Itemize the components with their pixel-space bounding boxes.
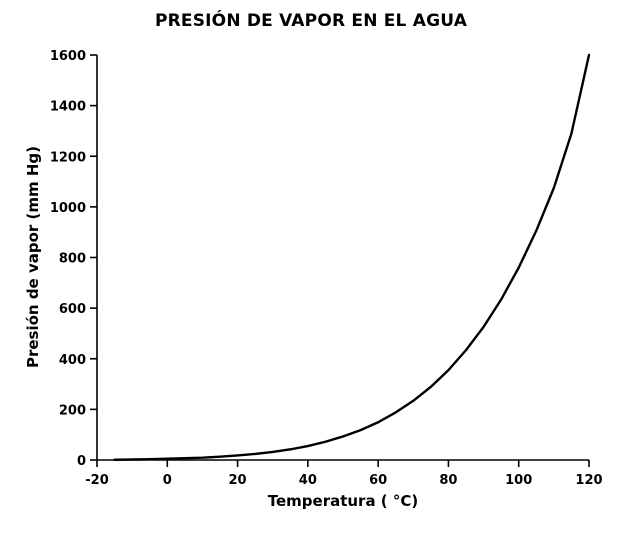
- y-tick-label: 400: [59, 353, 86, 368]
- x-tick-label: 20: [229, 473, 247, 488]
- x-tick-label: -20: [85, 473, 109, 488]
- x-tick-label: 100: [505, 473, 532, 488]
- axes: [96, 55, 589, 461]
- x-tick-label: 120: [575, 473, 602, 488]
- y-tick-label: 1400: [50, 100, 86, 115]
- y-tick-label: 600: [59, 302, 86, 317]
- chart-title: PRESIÓN DE VAPOR EN EL AGUA: [154, 11, 468, 31]
- x-tick-label: 0: [163, 473, 172, 488]
- x-axis-label: Temperatura ( °C): [267, 492, 419, 510]
- y-tick-label: 1200: [50, 150, 86, 165]
- y-tick-label: 1600: [50, 49, 86, 64]
- y-tick-label: 1000: [50, 201, 86, 216]
- y-tick-label: 0: [77, 454, 86, 469]
- x-tick-label: 40: [299, 473, 317, 488]
- vapor-pressure-curve: [113, 53, 591, 461]
- x-tick-label: 60: [369, 473, 387, 488]
- x-tick-label: 80: [439, 473, 457, 488]
- y-tick-label: 800: [59, 252, 86, 267]
- y-tick-label: 200: [59, 403, 86, 418]
